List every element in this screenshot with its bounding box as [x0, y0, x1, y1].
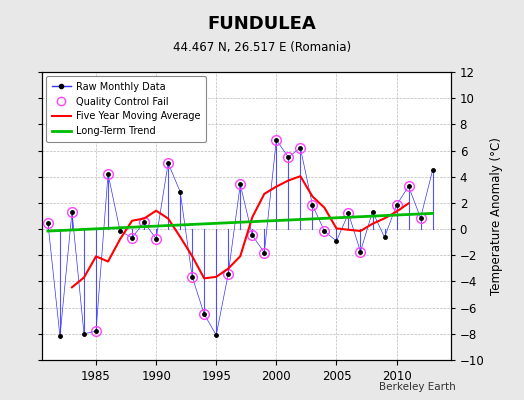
Text: Berkeley Earth: Berkeley Earth	[379, 382, 456, 392]
Text: FUNDULEA: FUNDULEA	[208, 15, 316, 33]
Y-axis label: Temperature Anomaly (°C): Temperature Anomaly (°C)	[490, 137, 503, 295]
Legend: Raw Monthly Data, Quality Control Fail, Five Year Moving Average, Long-Term Tren: Raw Monthly Data, Quality Control Fail, …	[46, 76, 206, 142]
Text: 44.467 N, 26.517 E (Romania): 44.467 N, 26.517 E (Romania)	[173, 42, 351, 54]
